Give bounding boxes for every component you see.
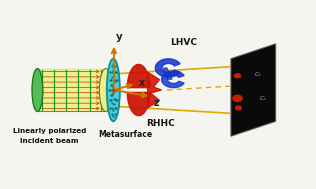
- Text: Linearly polarized: Linearly polarized: [13, 128, 86, 134]
- Polygon shape: [127, 64, 150, 88]
- Polygon shape: [127, 92, 150, 116]
- Polygon shape: [231, 44, 276, 136]
- Text: LHVC: LHVC: [170, 38, 197, 47]
- Text: x: x: [138, 78, 145, 88]
- Polygon shape: [161, 71, 184, 88]
- Polygon shape: [155, 59, 180, 77]
- Ellipse shape: [32, 69, 43, 112]
- Ellipse shape: [107, 59, 120, 121]
- Ellipse shape: [232, 94, 243, 102]
- Polygon shape: [148, 72, 161, 108]
- Polygon shape: [37, 69, 106, 112]
- Text: $C_r$: $C_r$: [259, 94, 267, 103]
- Ellipse shape: [234, 73, 241, 78]
- Ellipse shape: [235, 105, 242, 111]
- Text: RHHC: RHHC: [147, 119, 175, 128]
- Text: y: y: [116, 32, 123, 42]
- Ellipse shape: [99, 69, 112, 112]
- Text: z: z: [154, 98, 159, 108]
- Text: $C_r$: $C_r$: [254, 70, 263, 79]
- Polygon shape: [163, 68, 172, 79]
- Text: Metasurface: Metasurface: [98, 130, 152, 139]
- Text: incident beam: incident beam: [20, 138, 79, 144]
